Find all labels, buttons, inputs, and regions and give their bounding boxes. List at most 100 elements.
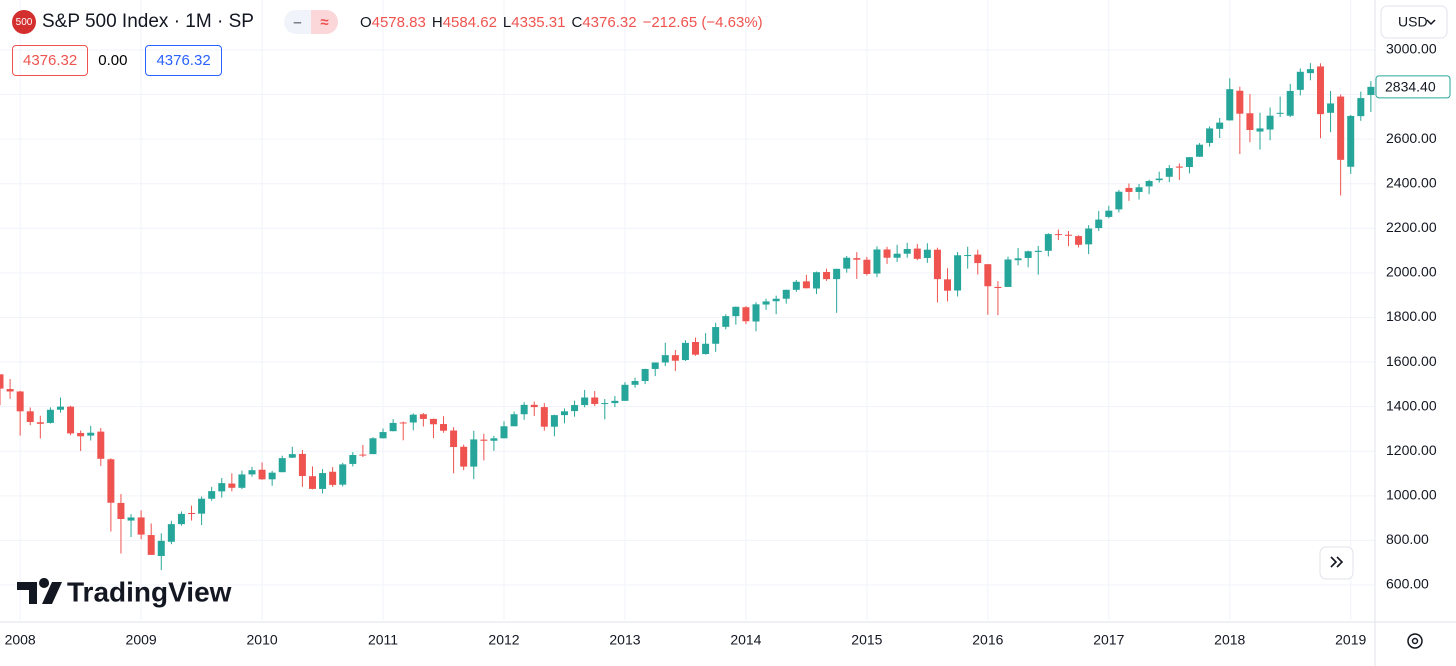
candle-body	[177, 513, 185, 525]
candle-body	[208, 491, 216, 499]
candle-body	[419, 414, 427, 419]
candle-body	[1085, 228, 1093, 245]
candle-body	[1024, 251, 1032, 258]
ask[interactable]: 4376.32	[145, 45, 222, 76]
candle-body	[1216, 122, 1224, 129]
candle-body	[883, 249, 891, 258]
candle-body	[913, 248, 921, 259]
candle-body	[903, 249, 911, 254]
candle-body	[631, 381, 639, 385]
candle-body	[258, 469, 266, 480]
candle-body	[369, 438, 377, 455]
candle-body	[349, 455, 357, 464]
ohlc-value: 4578.83	[371, 13, 426, 31]
candle-body	[460, 446, 468, 467]
candle-body	[0, 374, 4, 389]
candle-body	[681, 342, 689, 361]
candle-body	[107, 459, 115, 503]
candle-body	[167, 524, 175, 542]
candle-body	[974, 254, 982, 264]
candle-body	[137, 517, 145, 535]
candle-body	[359, 454, 367, 456]
candle-body	[611, 400, 619, 404]
candle-body	[1004, 259, 1012, 287]
candle-body	[399, 422, 407, 424]
candle-body	[1155, 178, 1163, 181]
candle-body	[319, 473, 327, 489]
candle-body	[500, 426, 508, 439]
candle-body	[1367, 86, 1375, 95]
candle-body	[954, 255, 962, 291]
candle-body	[964, 255, 972, 257]
y-tick-label: 3000.00	[1386, 41, 1437, 57]
ohlc-label: L	[502, 13, 512, 31]
candle-body	[26, 411, 34, 423]
candle-body	[732, 306, 740, 317]
candle-body	[893, 253, 901, 258]
candle-body	[601, 403, 609, 405]
candle-body	[1014, 258, 1022, 261]
ohlc-value: 4376.32	[582, 13, 637, 31]
candle-body	[228, 483, 236, 488]
candle-body	[16, 391, 24, 412]
x-tick-label: 2014	[730, 632, 761, 648]
candle-body	[298, 453, 306, 476]
candle-body	[288, 454, 296, 458]
candle-body	[1306, 69, 1314, 74]
candle-body	[641, 368, 649, 382]
price-boxes: 4376.32 0.00 4376.32	[12, 45, 222, 76]
x-tick-label: 2019	[1335, 632, 1366, 648]
toggle[interactable]: – ≈	[283, 10, 338, 34]
candle-body	[238, 474, 246, 488]
candle-body	[873, 249, 881, 274]
x-tick-label: 2013	[609, 632, 640, 648]
spread: 0.00	[98, 52, 128, 69]
candle-body	[560, 411, 568, 416]
watermark: TradingView	[17, 576, 232, 607]
candle-body	[621, 384, 629, 401]
y-tick-label: 1400.00	[1386, 397, 1437, 413]
candle-body	[6, 389, 14, 392]
candle-body	[581, 397, 589, 406]
ohlc-label: C	[571, 13, 583, 31]
candle-body	[77, 432, 85, 437]
candle-body	[520, 404, 528, 415]
bid[interactable]: 4376.32	[12, 45, 89, 76]
candle-body	[409, 414, 417, 423]
candle-body	[1337, 96, 1345, 160]
candle-body	[671, 355, 679, 361]
candle-body	[1246, 113, 1254, 130]
scroll-button[interactable]	[1319, 546, 1354, 580]
candle-body	[1044, 234, 1052, 251]
candle-body	[379, 432, 387, 439]
ohlc-value: 4584.62	[442, 13, 497, 31]
candle-body	[823, 271, 831, 280]
header: 500 S&P 500 Index · 1M · SP – ≈ O4578.83 H…	[12, 10, 769, 34]
candle-body	[1115, 191, 1123, 210]
x-tick-label: 2018	[1214, 632, 1245, 648]
candle-body	[702, 343, 710, 355]
candle-body	[1105, 210, 1113, 217]
candle-body	[470, 439, 478, 467]
symbol-title[interactable]: S&P 500 Index · 1M · SP	[42, 11, 254, 32]
x-tick-label: 2009	[126, 632, 157, 648]
currency-button[interactable]	[1380, 5, 1448, 39]
candle-body	[268, 472, 276, 480]
candle-body	[510, 414, 518, 427]
candle-body	[157, 540, 165, 557]
candle-body	[117, 502, 125, 520]
ohlc-label: H	[431, 13, 443, 31]
candle-body	[651, 362, 659, 369]
candle-body	[712, 327, 720, 344]
candle-body	[540, 407, 548, 427]
settings-icon[interactable]	[1407, 633, 1423, 649]
candle-body	[1226, 89, 1234, 121]
candle-body	[46, 409, 54, 423]
y-tick-label: 1200.00	[1386, 442, 1437, 458]
candle-body	[853, 258, 861, 260]
candle-body	[1206, 128, 1214, 143]
candle-body	[1054, 234, 1062, 236]
currency-caret	[1426, 19, 1436, 26]
candle-body	[36, 422, 44, 424]
